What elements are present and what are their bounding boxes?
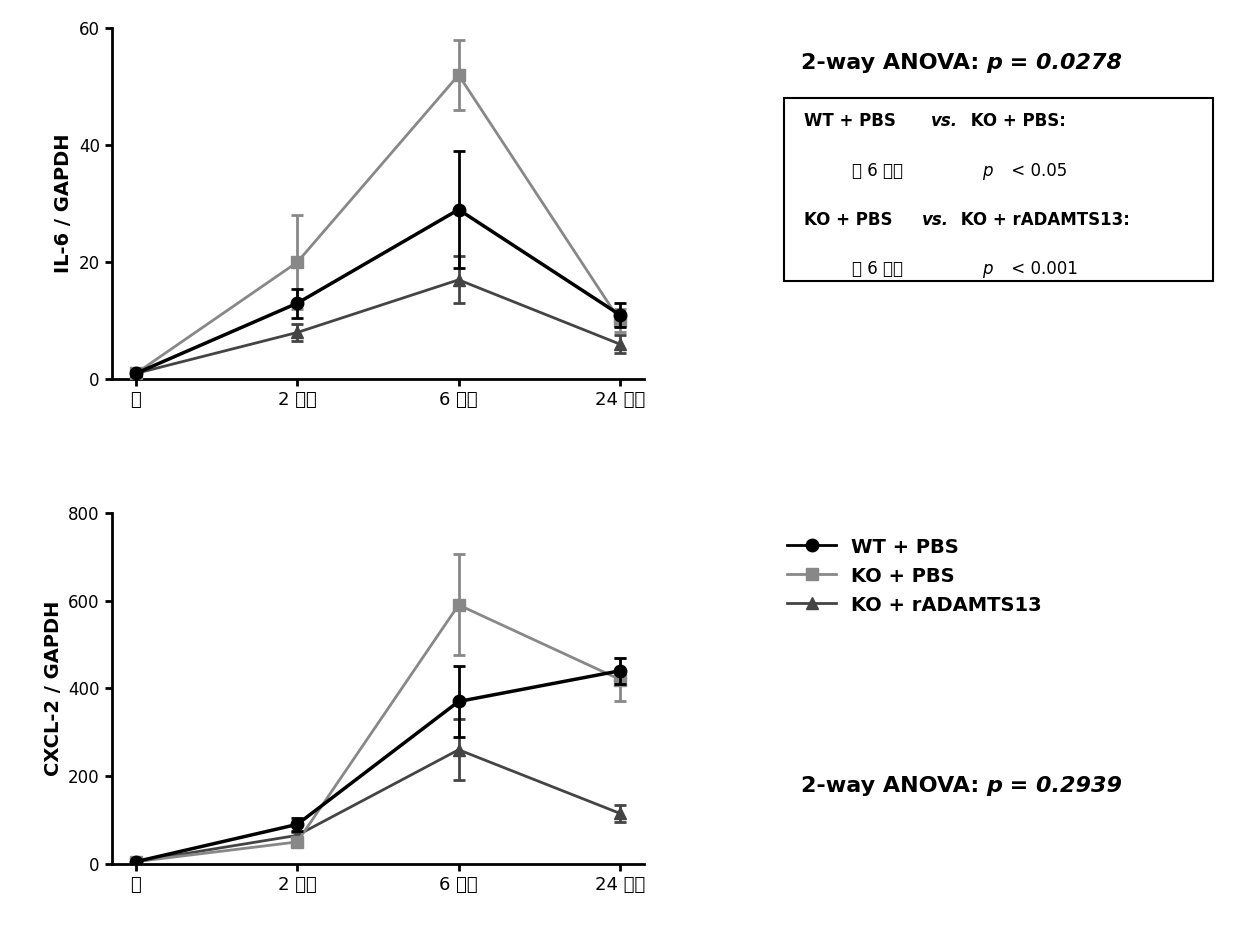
Text: 在 6 小时: 在 6 小时	[852, 260, 908, 278]
Text: p = 0.2939: p = 0.2939	[987, 777, 1122, 796]
Text: < 0.001: < 0.001	[1006, 260, 1078, 278]
Text: vs.: vs.	[921, 210, 949, 229]
Legend: WT + PBS, KO + PBS, KO + rADAMTS13: WT + PBS, KO + PBS, KO + rADAMTS13	[780, 530, 1050, 623]
Text: 在 6 小时: 在 6 小时	[852, 162, 908, 179]
Text: KO + rADAMTS13:: KO + rADAMTS13:	[955, 210, 1130, 229]
Text: WT + PBS: WT + PBS	[804, 113, 901, 131]
Text: < 0.05: < 0.05	[1006, 162, 1068, 179]
Text: KO + PBS: KO + PBS	[804, 210, 898, 229]
Text: 2-way ANOVA:: 2-way ANOVA:	[801, 777, 987, 796]
Text: p = 0.0278: p = 0.0278	[987, 53, 1122, 72]
Y-axis label: IL-6 / GAPDH: IL-6 / GAPDH	[55, 134, 73, 273]
Text: KO + PBS:: KO + PBS:	[965, 113, 1066, 131]
Text: p: p	[982, 162, 992, 179]
Text: vs.: vs.	[931, 113, 959, 131]
Text: 2-way ANOVA:: 2-way ANOVA:	[801, 53, 987, 72]
Text: p: p	[982, 260, 992, 278]
Bar	[784, 99, 1213, 281]
Y-axis label: CXCL-2 / GAPDH: CXCL-2 / GAPDH	[43, 601, 62, 776]
